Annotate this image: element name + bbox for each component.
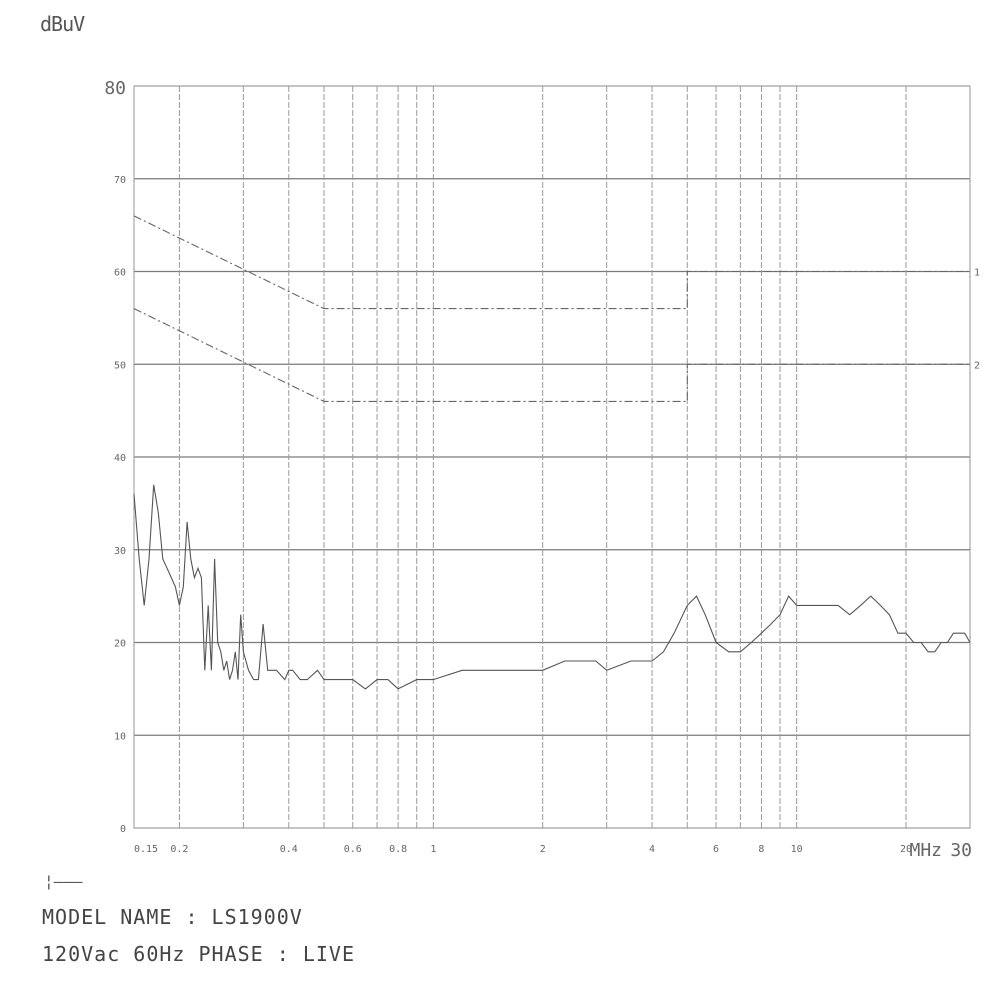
measurement-trace-layer bbox=[133, 484, 971, 690]
x-axis-unit-label: MHz bbox=[909, 840, 942, 861]
x-tick-label: 0.6 bbox=[344, 844, 362, 855]
x-tick-label: 6 bbox=[713, 844, 719, 855]
x-tick-label: 8 bbox=[758, 844, 764, 855]
x-tick-label: 20 bbox=[900, 844, 912, 855]
limit-line-label: 1 bbox=[974, 268, 980, 279]
x-tick-label: 1 bbox=[430, 844, 436, 855]
x-tick-label: 0.8 bbox=[389, 844, 407, 855]
limit-line-label: 2 bbox=[974, 360, 980, 371]
limit-line-2 bbox=[133, 308, 970, 402]
measurement-trace bbox=[133, 484, 971, 690]
x-tick-label: 2 bbox=[540, 844, 546, 855]
model-name-line: MODEL NAME : LS1900V bbox=[42, 905, 303, 929]
x-tick-label: 0.2 bbox=[170, 844, 188, 855]
y-tick-label: 30 bbox=[114, 546, 126, 557]
footer-marker: ¦——— bbox=[44, 872, 83, 891]
y-tick-label: 10 bbox=[114, 731, 126, 742]
x-tick-label: 30 bbox=[950, 840, 972, 861]
grid-layer bbox=[133, 85, 971, 829]
x-tick-label: 10 bbox=[791, 844, 803, 855]
test-condition-line: 120Vac 60Hz PHASE : LIVE bbox=[42, 942, 355, 966]
y-tick-label: 80 bbox=[104, 78, 126, 99]
x-tick-label: 0.4 bbox=[280, 844, 298, 855]
y-tick-label: 0 bbox=[120, 824, 126, 835]
y-tick-label: 20 bbox=[114, 639, 126, 650]
limit-lines-layer bbox=[133, 215, 970, 402]
y-tick-label: 40 bbox=[114, 453, 126, 464]
x-tick-label: 0.15 bbox=[134, 844, 158, 855]
y-tick-label: 70 bbox=[114, 175, 126, 186]
tick-labels-layer: 0 10 20 30 40 50 60 70 80 0.15 0.2 0.4 0.6 0.8 1 2 4 6 8 10… bbox=[104, 78, 980, 861]
x-tick-label: 4 bbox=[649, 844, 655, 855]
y-tick-label: 50 bbox=[114, 360, 126, 371]
limit-line-1 bbox=[133, 215, 970, 310]
y-axis-unit-label: dBuV bbox=[40, 12, 85, 36]
y-tick-label: 60 bbox=[114, 268, 126, 279]
